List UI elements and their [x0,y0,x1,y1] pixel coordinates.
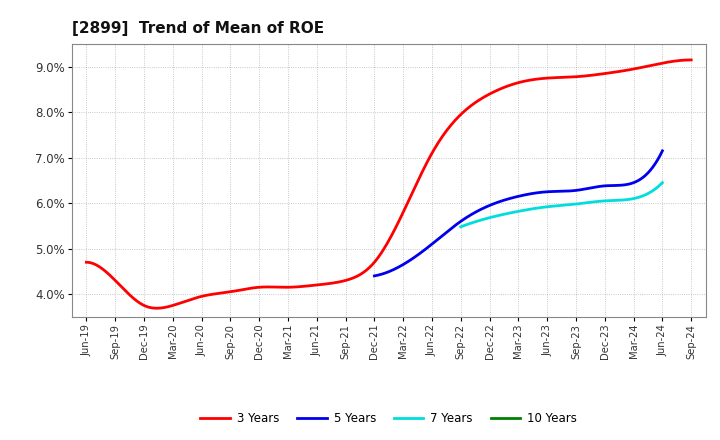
Legend: 3 Years, 5 Years, 7 Years, 10 Years: 3 Years, 5 Years, 7 Years, 10 Years [196,407,582,430]
Text: [2899]  Trend of Mean of ROE: [2899] Trend of Mean of ROE [72,21,324,36]
